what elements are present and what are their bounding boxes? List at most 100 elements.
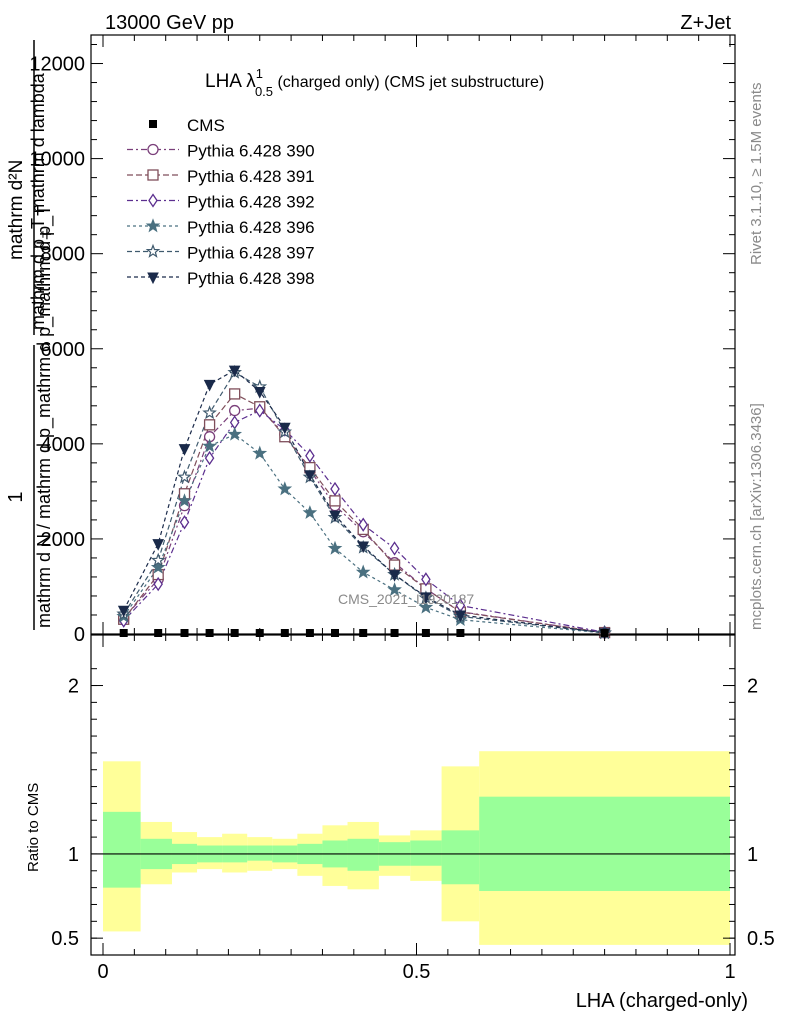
main-ytick-label: 10000 — [29, 149, 85, 171]
cms-point — [359, 629, 368, 637]
series-5-point — [177, 469, 192, 484]
stat-band-12 — [441, 830, 480, 885]
main-panel: 0 2000 4000 6000 8000 10000 12000 CMS Pythia 6.4… — [29, 34, 736, 646]
series-3-point — [421, 572, 431, 587]
series-6-point — [117, 605, 130, 618]
series-6-point — [454, 610, 467, 623]
series-2-point — [229, 388, 241, 400]
legend-label-5: Pythia 6.428 397 — [187, 244, 315, 263]
ratio-xtick-label: 0.5 — [403, 961, 431, 983]
legend-label-1: Pythia 6.428 390 — [187, 142, 315, 161]
series-6-point — [357, 541, 370, 554]
main-frame — [90, 34, 736, 635]
legend-label-4: Pythia 6.428 396 — [187, 218, 315, 237]
main-ytick-label: 8000 — [41, 244, 86, 266]
ylabel-sub-t: T — [40, 230, 54, 238]
cms-point — [305, 629, 314, 637]
series-3-point — [254, 403, 265, 418]
series-4-point — [202, 438, 217, 453]
legend-cms-label: CMS — [187, 116, 225, 135]
cms-point — [600, 629, 609, 637]
energy-label: 13000 GeV pp — [105, 12, 234, 34]
ylabel-numerator: 1 — [5, 491, 27, 502]
series-2-point — [203, 419, 216, 431]
chart-title: LHA λ1 0.5 (charged only) (CMS jet substr… — [205, 66, 544, 99]
main-ytick-label: 12000 — [29, 54, 85, 76]
stat-band-0 — [103, 811, 141, 888]
legend-label-3: Pythia 6.428 392 — [187, 193, 315, 212]
series-4-point — [177, 493, 192, 508]
cms-point — [421, 629, 430, 637]
series-4-point — [418, 599, 434, 614]
series-4-point — [302, 505, 318, 519]
series-6-point — [388, 570, 401, 582]
mcplots-info: mcplots.cern.ch [arXiv:1306.3436] — [748, 403, 765, 630]
legend-label-2: Pythia 6.428 391 — [187, 167, 315, 186]
title-sup: 1 — [256, 66, 263, 81]
legend-cms-marker — [149, 120, 157, 128]
process-label: Z+Jet — [680, 12, 731, 34]
x-axis-label: LHA (charged-only) — [576, 990, 748, 1012]
ratio-ylabel: Ratio to CMS — [25, 783, 42, 872]
legend-marker-4 — [145, 218, 161, 233]
stat-band-5 — [247, 845, 273, 861]
series-3-point — [153, 576, 163, 592]
rivet-info: Rivet 3.1.10, ≥ 1.5M events — [748, 83, 765, 266]
series-6-point — [304, 470, 316, 482]
series-3-point — [330, 481, 340, 497]
title-prefix: LHA λ — [205, 71, 256, 92]
ratio-ytick-label-right: 0.5 — [747, 928, 775, 950]
ratio-frame — [90, 634, 736, 956]
series-6-point — [329, 510, 341, 523]
ratio-ytick-label: 0.5 — [51, 928, 79, 950]
series-5-point — [202, 405, 217, 420]
title-sub: 0.5 — [255, 84, 273, 99]
series-6-point — [253, 387, 266, 399]
series-4-point — [277, 481, 293, 496]
cms-point — [255, 629, 264, 637]
series-6-point — [420, 592, 432, 605]
cms-point — [230, 629, 239, 637]
series-3-point — [204, 450, 215, 466]
series-line-4 — [123, 433, 605, 634]
title-suffix: (charged only) (CMS jet substructure) — [273, 74, 544, 91]
main-ytick-label: 4000 — [41, 434, 86, 456]
series-4-point — [327, 540, 343, 555]
series-4-point — [387, 582, 402, 596]
legend-marker-5 — [145, 243, 161, 258]
cms-point — [390, 629, 399, 637]
ratio-xtick-label: 1 — [724, 961, 735, 983]
series-3-point — [358, 517, 368, 532]
series-3-point — [389, 541, 400, 556]
ratio-ytick-label-right: 2 — [747, 676, 758, 698]
stat-band-13 — [479, 796, 730, 891]
ratio-ytick-label: 2 — [68, 676, 79, 698]
legend-marker-1 — [147, 143, 159, 156]
analysis-watermark: CMS_2021_I1920187 — [338, 591, 474, 607]
legend-marker-3 — [148, 193, 158, 208]
legend-marker-6 — [147, 272, 159, 285]
series-line-6 — [123, 369, 605, 634]
cms-point — [456, 629, 465, 637]
series-4-point — [227, 426, 243, 441]
series-5-point — [150, 552, 166, 567]
series-2-point — [329, 495, 341, 507]
series-1-point — [229, 404, 241, 417]
cms-point — [154, 629, 163, 637]
ylabel-right-denominator: mathrm d p_T mathrm d lambda — [28, 72, 49, 330]
main-ytick-label: 2000 — [41, 529, 86, 551]
ratio-panel: 0 0.5 1 0.5 0.5 1 1 2 2 — [51, 634, 775, 983]
legend-marker-2 — [147, 169, 159, 181]
cms-point — [119, 629, 128, 637]
cms-point — [180, 629, 189, 637]
main-ytick-label: 0 — [74, 624, 85, 646]
ratio-xtick-label: 0 — [97, 961, 108, 983]
ratio-ytick-label: 1 — [68, 844, 79, 866]
cms-point — [330, 629, 339, 637]
series-6-point — [203, 379, 216, 392]
series-4-point — [355, 564, 371, 579]
stat-band-9 — [347, 838, 379, 871]
ylabel-right-numerator: mathrm d²N — [6, 160, 27, 260]
series-4-point — [252, 445, 268, 460]
